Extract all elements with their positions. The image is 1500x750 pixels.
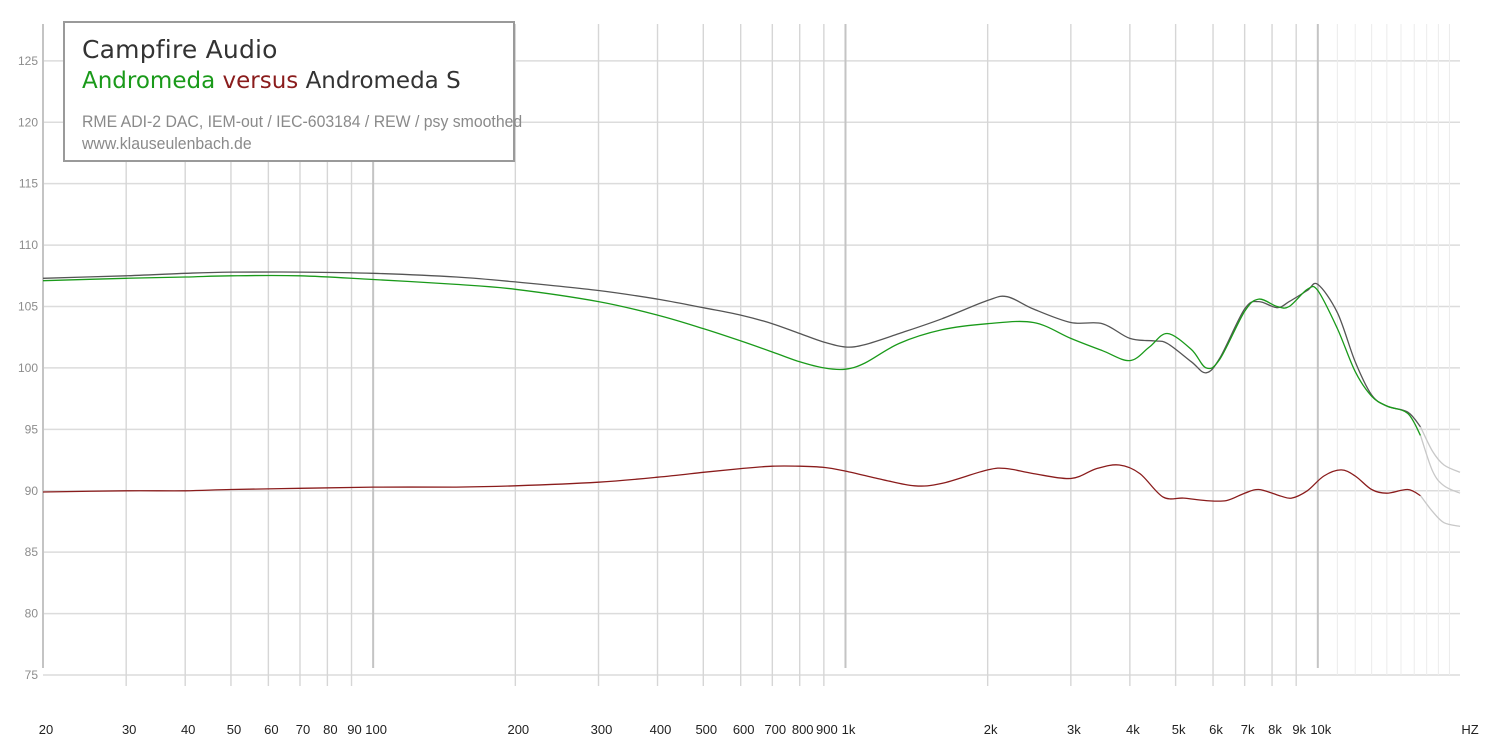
x-tick-label: 5k xyxy=(1172,722,1186,737)
x-tick-label: 30 xyxy=(122,722,136,737)
legend-website: www.klauseulenbach.de xyxy=(82,134,252,153)
legend-measurement-setup: RME ADI-2 DAC, IEM-out / IEC-603184 / RE… xyxy=(82,112,523,131)
x-tick-label: 200 xyxy=(507,722,529,737)
y-tick-label: 80 xyxy=(25,607,39,621)
x-tick-label: 500 xyxy=(695,722,717,737)
x-tick-label: 90 xyxy=(347,722,361,737)
x-tick-label: 1k xyxy=(842,722,856,737)
y-tick-label: 100 xyxy=(18,361,38,375)
x-tick-label: 100 xyxy=(365,722,387,737)
series-difference xyxy=(42,464,1421,502)
y-tick-label: 75 xyxy=(25,668,39,682)
x-tick-label: 400 xyxy=(650,722,672,737)
y-tick-label: 115 xyxy=(19,177,38,191)
x-tick-label: 2k xyxy=(984,722,998,737)
legend-model-b: Andromeda S xyxy=(305,68,461,94)
x-tick-label: 50 xyxy=(227,722,241,737)
y-tick-label: 90 xyxy=(25,484,39,498)
x-tick-label: 8k xyxy=(1268,722,1282,737)
x-tick-label: 10k xyxy=(1310,722,1331,737)
series-andromeda-s-tail xyxy=(1419,426,1461,473)
legend-model-a: Andromeda xyxy=(82,68,216,94)
y-tick-label: 110 xyxy=(19,238,38,252)
y-tick-label: 105 xyxy=(18,300,38,314)
series-andromeda xyxy=(42,274,1422,436)
y-tick-label: 125 xyxy=(18,54,38,68)
x-tick-label: 7k xyxy=(1241,722,1255,737)
y-axis-ticks: 75 80 85 90 95 100 105 110 115 120 125 xyxy=(18,54,38,682)
series-difference-tail xyxy=(1419,495,1461,528)
series-andromeda-s xyxy=(42,271,1422,428)
x-tick-label: 20 xyxy=(39,722,53,737)
series-andromeda-tail xyxy=(1419,435,1461,494)
y-tick-label: 95 xyxy=(25,422,39,436)
x-unit-label: HZ xyxy=(1461,722,1478,737)
x-tick-label: 3k xyxy=(1067,722,1081,737)
x-tick-label: 70 xyxy=(296,722,310,737)
legend-versus: versus xyxy=(222,68,299,94)
x-tick-label: 40 xyxy=(181,722,195,737)
plot-series xyxy=(42,271,1461,528)
y-tick-label: 85 xyxy=(25,545,39,559)
x-axis-ticks: 20 30 40 50 60 70 80 90 100 200 300 400 500 600 700 800… xyxy=(39,722,1479,737)
x-tick-label: 900 xyxy=(816,722,838,737)
x-tick-label: 800 xyxy=(792,722,814,737)
y-tick-label: 120 xyxy=(18,115,38,129)
x-tick-label: 60 xyxy=(264,722,278,737)
x-tick-label: 300 xyxy=(591,722,613,737)
legend-brand: Campfire Audio xyxy=(82,35,278,64)
x-tick-label: 4k xyxy=(1126,722,1140,737)
chart-legend: Campfire Audio Andromeda versus Andromed… xyxy=(63,21,522,162)
x-tick-label: 600 xyxy=(733,722,755,737)
x-tick-label: 700 xyxy=(764,722,786,737)
x-tick-label: 9k xyxy=(1292,722,1306,737)
x-tick-label: 80 xyxy=(323,722,337,737)
x-tick-label: 6k xyxy=(1209,722,1223,737)
legend-comparison: Andromeda versus Andromeda S xyxy=(82,68,461,94)
